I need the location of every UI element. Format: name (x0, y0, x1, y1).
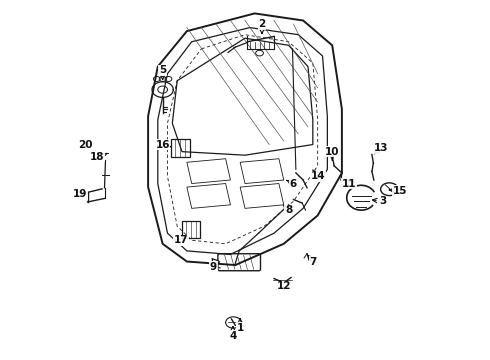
Text: 12: 12 (276, 281, 291, 291)
Text: 6: 6 (287, 179, 297, 189)
Text: 19: 19 (73, 189, 88, 199)
Text: 3: 3 (372, 196, 387, 206)
Text: 11: 11 (342, 179, 356, 189)
Text: 5: 5 (159, 65, 166, 80)
Text: 14: 14 (310, 171, 325, 181)
Text: 13: 13 (373, 143, 388, 154)
Text: 7: 7 (308, 255, 317, 266)
Text: 10: 10 (325, 147, 340, 160)
Text: 1: 1 (237, 319, 244, 333)
Text: 16: 16 (155, 140, 171, 149)
Text: 18: 18 (90, 152, 104, 162)
Text: 9: 9 (210, 262, 220, 272)
Text: 2: 2 (258, 19, 266, 33)
Text: 20: 20 (78, 140, 93, 149)
Text: 17: 17 (174, 235, 188, 245)
Text: 4: 4 (229, 327, 237, 341)
Text: 15: 15 (389, 186, 407, 195)
Text: 8: 8 (284, 205, 292, 215)
